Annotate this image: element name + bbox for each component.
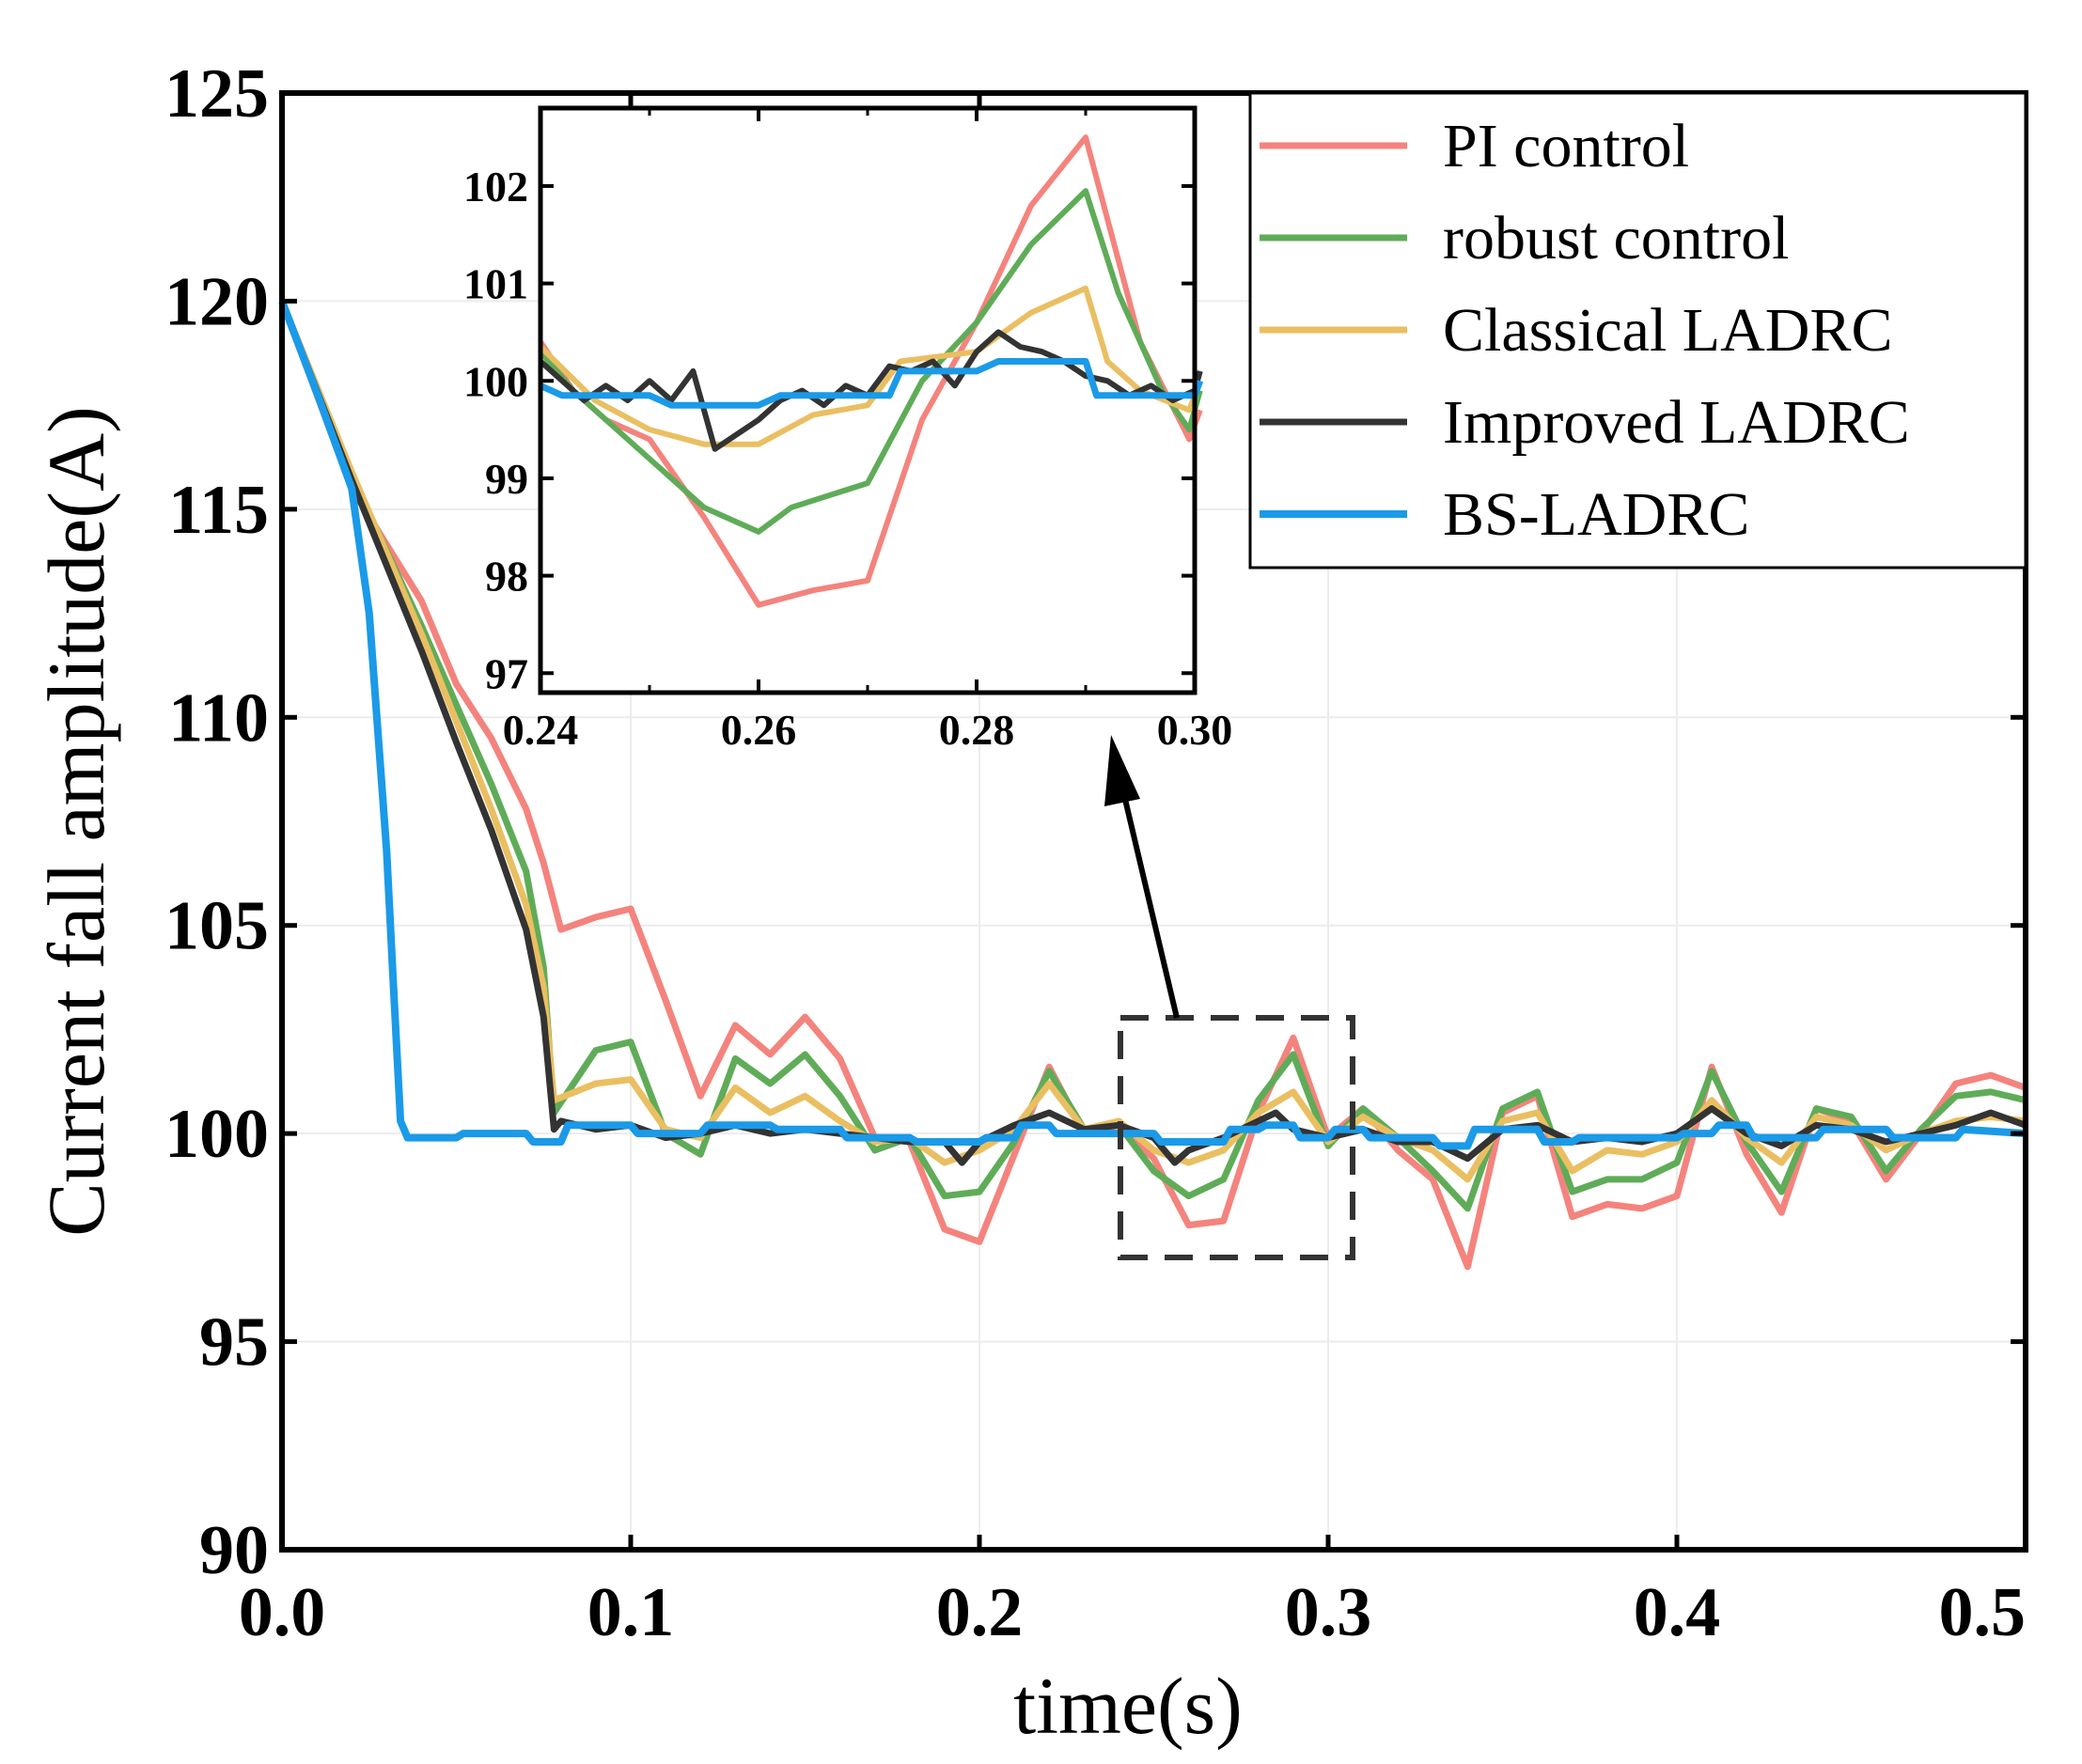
x-tick-labels: 0.0 0.1 0.2 0.3 0.4 0.5 xyxy=(239,1574,2026,1651)
x-tick-label: 0.2 xyxy=(936,1574,1024,1651)
y-axis-title: Current fall amplitude(A) xyxy=(31,406,121,1237)
inset-y-tick-label: 97 xyxy=(485,649,528,697)
inset-x-tick-label: 0.30 xyxy=(1157,706,1233,754)
legend-label-classical-ladrc: Classical LADRC xyxy=(1443,296,1892,365)
inset-x-tick-labels: 0.24 0.26 0.28 0.30 xyxy=(503,706,1233,754)
inset-x-tick-label: 0.28 xyxy=(939,706,1015,754)
inset-series-line-bs-ladrc xyxy=(539,358,1204,409)
inset-x-tick-label: 0.26 xyxy=(721,706,797,754)
legend-items: PI control robust control Classical LADRC I… xyxy=(1260,112,1910,549)
y-tick-label: 120 xyxy=(164,263,269,340)
inset-y-tick-label: 98 xyxy=(485,553,528,601)
inset-tick-marks xyxy=(539,108,1197,693)
y-tick-label: 125 xyxy=(164,55,269,133)
zoom-arrow-shaft xyxy=(1120,790,1180,1019)
inset-y-tick-label: 102 xyxy=(463,163,528,211)
y-tick-label: 90 xyxy=(199,1512,269,1589)
x-axis-title: time(s) xyxy=(1013,1661,1243,1751)
inset-background xyxy=(540,108,1195,693)
x-tick-label: 0.5 xyxy=(1939,1574,2027,1651)
x-tick-label: 0.1 xyxy=(587,1574,675,1651)
series-line-pi-control xyxy=(278,300,2027,1271)
inset-zoom-chart: 0.24 0.26 0.28 0.30 97 98 99 100 101 102 xyxy=(463,105,1233,754)
y-tick-label: 100 xyxy=(164,1096,269,1173)
inset-y-tick-label: 99 xyxy=(485,455,528,503)
legend: PI control robust control Classical LADRC I… xyxy=(1248,91,2027,570)
inset-series-line-improved-ladrc xyxy=(538,329,1203,452)
legend-label-bs-ladrc: BS-LADRC xyxy=(1443,480,1749,549)
x-tick-label: 0.3 xyxy=(1285,1574,1372,1651)
legend-label-improved-ladrc: Improved LADRC xyxy=(1443,388,1910,457)
zoom-arrow-head xyxy=(1104,735,1140,806)
legend-label-pi-control: PI control xyxy=(1443,112,1689,180)
main-series-group xyxy=(278,299,2027,1271)
inset-series-line-classical-ladrc xyxy=(538,285,1203,447)
main-tick-marks xyxy=(279,90,2028,1553)
inset-y-tick-label: 100 xyxy=(463,357,528,405)
inset-series-group xyxy=(538,134,1204,608)
x-tick-label: 0.0 xyxy=(239,1574,326,1651)
series-line-bs-ladrc xyxy=(278,299,2027,1150)
inset-y-tick-labels: 97 98 99 100 101 102 xyxy=(463,163,528,697)
legend-label-robust-control: robust control xyxy=(1443,204,1789,273)
y-tick-label: 95 xyxy=(199,1304,269,1382)
x-tick-label: 0.4 xyxy=(1634,1574,1721,1651)
inset-series-line-pi-control xyxy=(538,134,1203,608)
inset-y-tick-label: 101 xyxy=(463,260,528,308)
y-tick-label: 105 xyxy=(164,888,269,965)
zoom-region-box xyxy=(1118,1015,1355,1260)
inset-series-line-robust-control xyxy=(538,188,1203,535)
inset-x-tick-label: 0.24 xyxy=(503,706,579,754)
y-tick-label: 110 xyxy=(168,679,269,757)
y-tick-label: 115 xyxy=(168,472,269,549)
y-tick-labels: 90 95 100 105 110 115 120 125 xyxy=(164,55,269,1589)
main-plot-frame xyxy=(279,90,2028,1553)
